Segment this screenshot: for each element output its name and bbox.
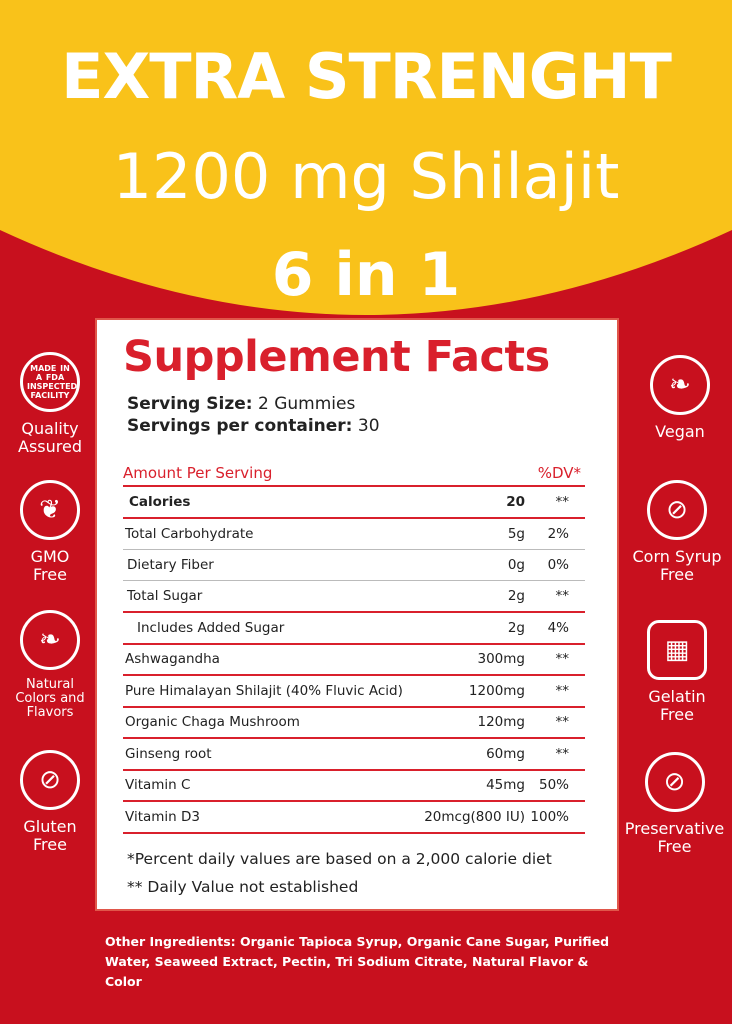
facts-row: Ginseng root 60mg **: [123, 738, 585, 771]
headline-1: EXTRA STRENGHT: [61, 40, 672, 113]
leaf-icon: ❧: [20, 610, 80, 670]
badge-gelatin: ▦ Gelatin Free: [627, 620, 727, 724]
facts-row: Organic Chaga Mushroom 120mg **: [123, 706, 585, 739]
servings-per-container: Servings per container: 30: [127, 416, 380, 436]
facts-row: Includes Added Sugar 2g 4%: [123, 612, 585, 645]
supplement-facts-panel: Supplement Facts Serving Size: 2 Gummies…: [95, 318, 619, 911]
gelatin-icon: ▦: [647, 620, 707, 680]
footnote-2: ** Daily Value not established: [127, 878, 359, 896]
facts-row: Vitamin C 45mg 50%: [123, 769, 585, 802]
vegan-leaf-icon: ❧: [650, 355, 710, 415]
facts-table: Amount Per Serving %DV* Calories 20 ** Total…: [123, 460, 585, 834]
fda-badge-icon: MADE IN A FDA INSPECTED FACILITY: [20, 352, 80, 412]
badge-gmo: ❦ GMO Free: [0, 480, 100, 584]
facts-row: Calories 20 **: [123, 486, 585, 519]
yellow-banner: [0, 0, 732, 315]
facts-title: Supplement Facts: [123, 332, 550, 382]
badge-vegan: ❧ Vegan: [630, 355, 730, 441]
fda-badge-text: MADE IN A FDA INSPECTED FACILITY: [27, 364, 78, 400]
badge-quality: MADE IN A FDA INSPECTED FACILITY Quality …: [0, 352, 100, 456]
badge-corn: ⊘ Corn Syrup Free: [622, 480, 732, 584]
no-preservative-icon: ⊘: [644, 752, 705, 812]
badge-natural: ❧ Natural Colors and Flavors: [0, 610, 100, 720]
footnote-1: *Percent daily values are based on a 2,0…: [127, 850, 552, 868]
facts-row: Vitamin D3 20mcg(800 IU) 100%: [123, 801, 585, 834]
no-corn-icon: ⊘: [647, 480, 707, 540]
facts-row: Dietary Fiber 0g 0%: [123, 549, 585, 581]
facts-row: Ashwagandha 300mg **: [123, 643, 585, 676]
facts-row: Pure Himalayan Shilajit (40% Fluvic Acid…: [123, 675, 585, 708]
serving-size: Serving Size: 2 Gummies: [127, 394, 356, 414]
headline-2: 1200 mg Shilajit: [112, 140, 620, 213]
facts-row: Total Sugar 2g **: [123, 580, 585, 613]
headline-3: 6 in 1: [271, 240, 461, 310]
facts-row: Total Carbohydrate 5g 2%: [123, 517, 585, 550]
other-ingredients: Other Ingredients: Organic Tapioca Syrup…: [105, 934, 610, 989]
plant-icon: ❦: [20, 480, 80, 540]
badge-preservative: ⊘ Preservative Free: [617, 752, 732, 856]
no-gluten-icon: ⊘: [20, 750, 80, 810]
badge-gluten: ⊘ Gluten Free: [0, 750, 100, 854]
